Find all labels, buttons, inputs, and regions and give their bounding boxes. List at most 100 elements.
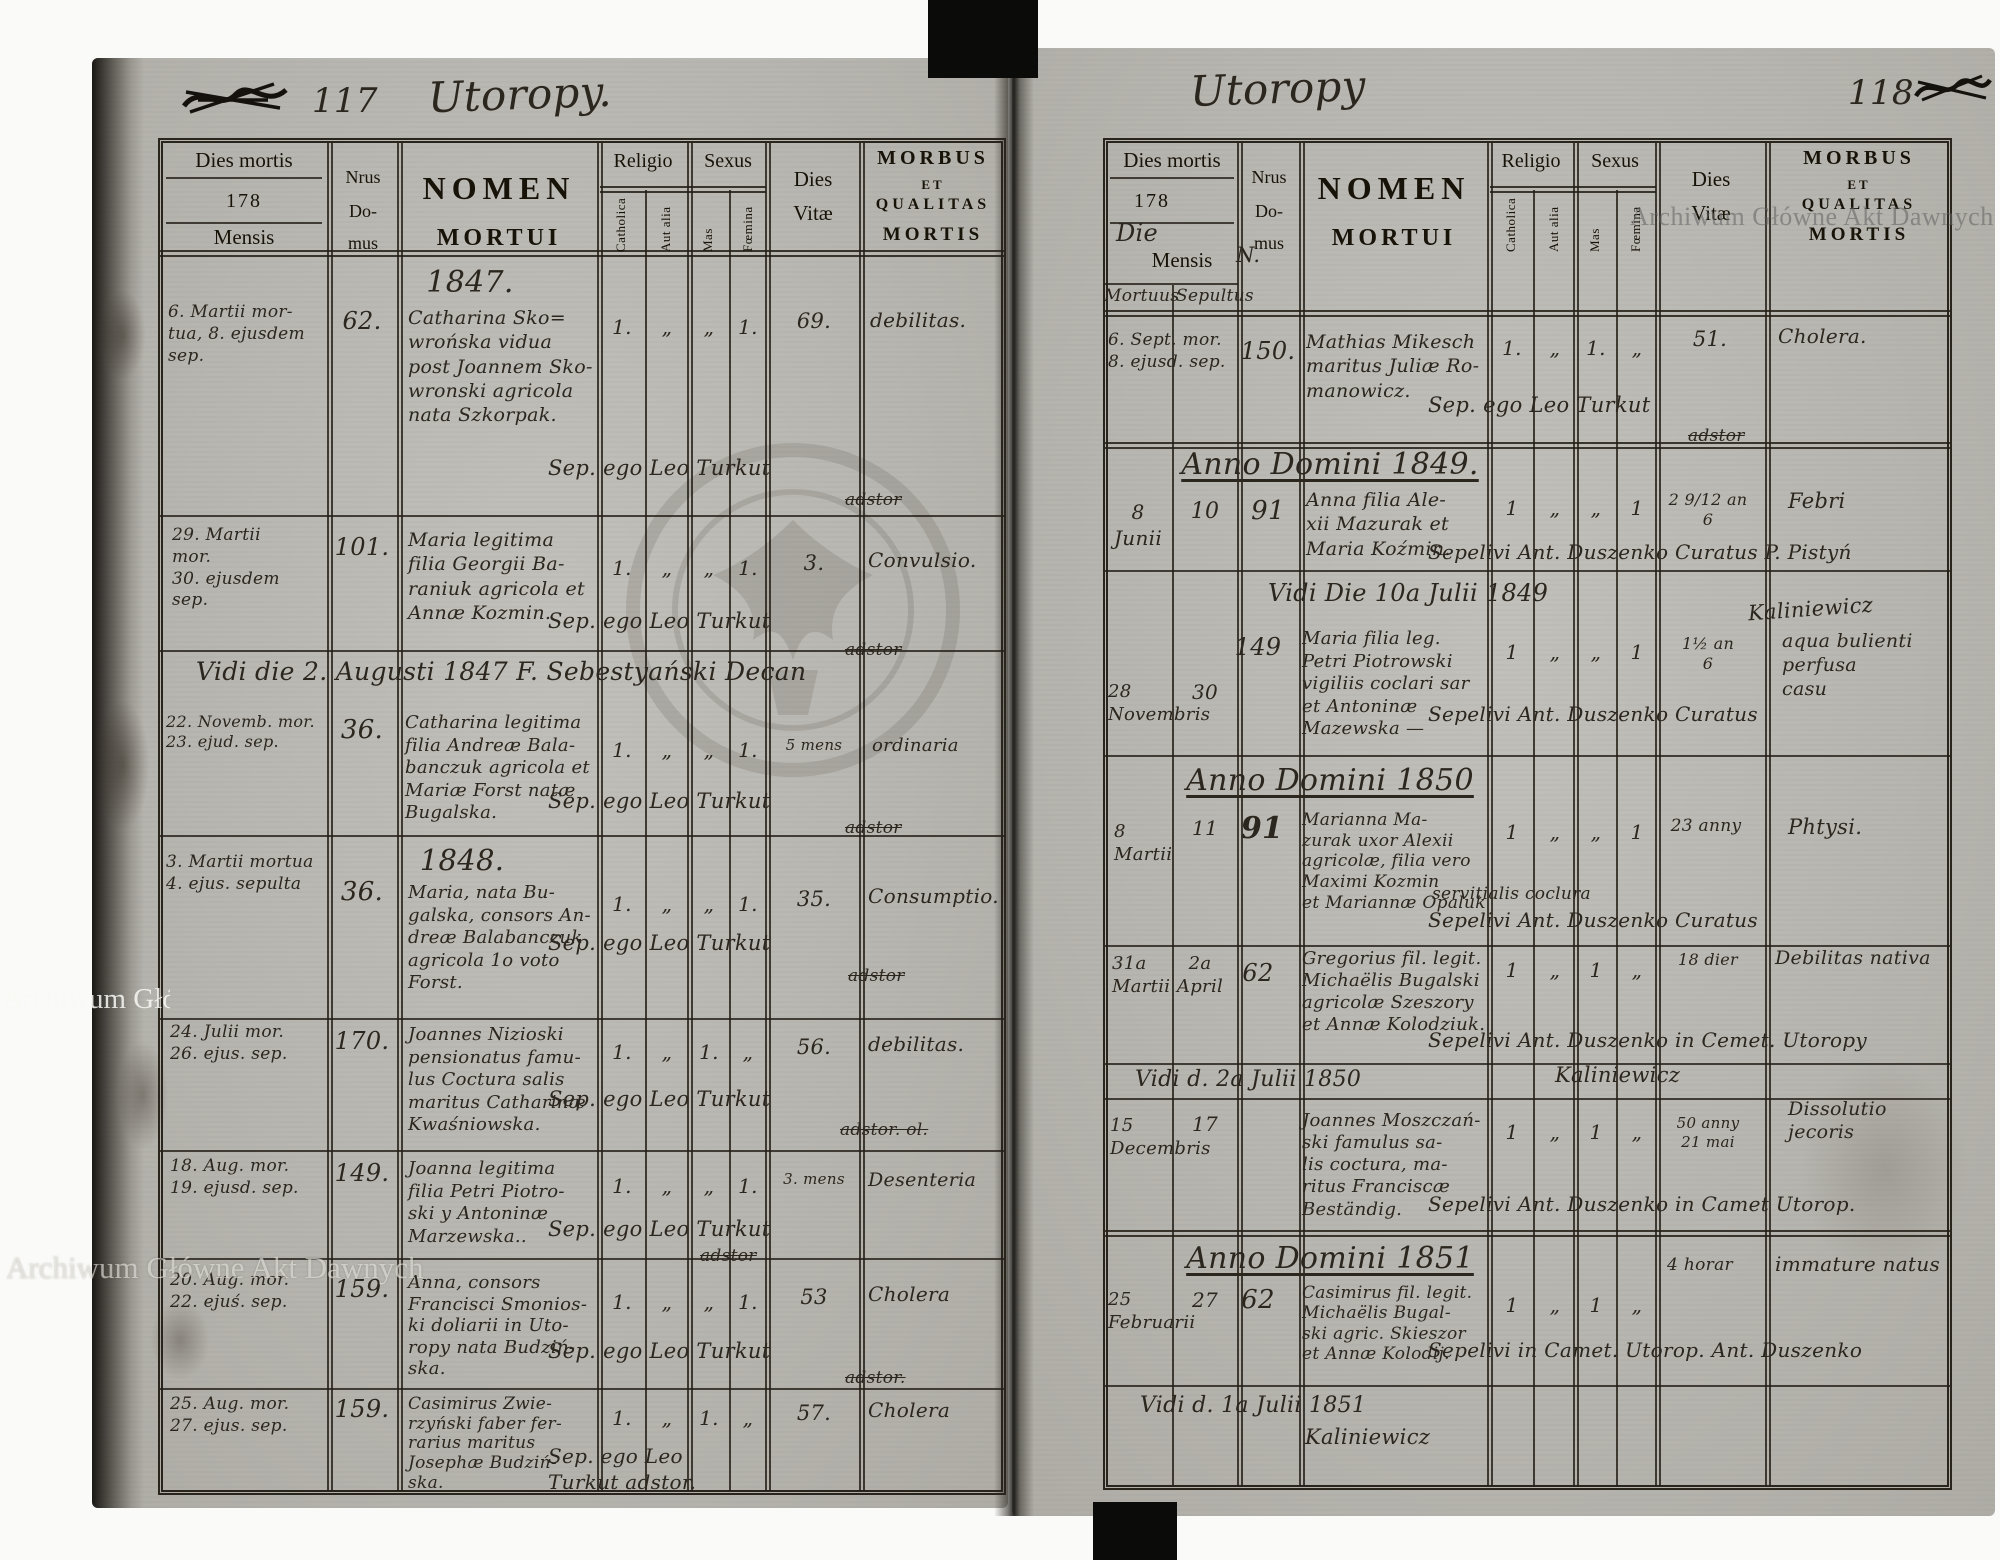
sexus-foemina-mark: „ (1631, 958, 1643, 982)
visitation-note: Vidi d. 2a Julii 1850 (1135, 1067, 1362, 1092)
crossed-out-number-scribble (181, 82, 288, 114)
sexus-foemina-mark: „ (742, 1406, 754, 1430)
sexus-mas-mark: „ (703, 1290, 715, 1314)
house-number: 36. (340, 877, 384, 907)
col-nrus: Nrus (1251, 167, 1287, 187)
burial-signature-flourish: adstor (845, 818, 902, 838)
cause-of-death: Desenteria (868, 1169, 977, 1191)
sexus-mas-mark: „ (1590, 496, 1602, 520)
sexus-foemina-mark: 1. (738, 556, 758, 580)
visitation-note: Vidi d. 1a Julii 1851 (1140, 1393, 1367, 1418)
cause-of-death: Cholera. (1778, 324, 1867, 348)
cause-of-death: Debilitas nativa (1775, 947, 1931, 969)
burial-signature: Sepelivi Ant. Duszenko in Cemet. Utoropy (1428, 1028, 1868, 1052)
cause-of-death: Cholera (868, 1398, 951, 1422)
burial-signature-flourish: adstor (848, 966, 905, 986)
book-clamp-bottom (1093, 1502, 1177, 1560)
sexus-foemina-mark: „ (742, 1040, 754, 1064)
year-heading: Anno Domini 1851 (1186, 1241, 1474, 1276)
col-catholica: Catholica (1503, 197, 1518, 252)
religio-catholica-mark: 1. (612, 315, 632, 339)
religio-aut-alia-mark: „ (661, 556, 673, 580)
register-table-left (158, 138, 1006, 1495)
age-at-death: 23 anny (1670, 816, 1742, 836)
age-at-death: 53 (800, 1285, 828, 1309)
deceased-name: Mathias Mikesch maritus Juliæ Ro- manowi… (1306, 331, 1480, 402)
burial-signature: Sepelivi Ant. Duszenko in Camet Utorop. (1428, 1192, 1856, 1216)
sexus-mas-mark: „ (703, 892, 715, 916)
house-number: 62 (1241, 1285, 1275, 1315)
page-title: Utoropy (1189, 60, 1367, 117)
sexus-foemina-mark: „ (1631, 1293, 1643, 1317)
entry-date: 20. Aug. mor. 22. ejuś. sep. (170, 1270, 290, 1312)
cause-of-death: immature natus (1775, 1252, 1941, 1276)
entry-date: 22. Novemb. mor. 23. ejud. sep. (166, 712, 315, 752)
entry-date-mortuus: 15 Decembris (1110, 1115, 1211, 1160)
house-number: 62 (1242, 959, 1274, 987)
sexus-mas-mark: 1. (1586, 336, 1606, 360)
col-religio: Religio (613, 150, 673, 172)
age-at-death: 18 dier (1677, 950, 1739, 969)
sexus-mas-mark: „ (703, 556, 715, 580)
deceased-name: Maria filia leg. Petri Piotrowski vigili… (1302, 628, 1470, 739)
col-nrus: Nrus (345, 167, 381, 187)
sexus-mas-mark: „ (703, 738, 715, 762)
deceased-name: Joannes Nizioski pensionatus famu- lus C… (408, 1024, 586, 1135)
deceased-name: Maria legitima filia Georgii Ba- raniuk … (408, 529, 585, 624)
age-at-death: 57. (796, 1401, 832, 1425)
col-mas: Mas (1587, 228, 1602, 252)
deceased-name: Anna, consors Francisci Smonios- ki doli… (408, 1272, 588, 1380)
col-aut-alia: Aut alia (1546, 206, 1561, 252)
religio-aut-alia-mark: „ (661, 1406, 673, 1430)
age-at-death: 51. (1692, 327, 1728, 351)
visitation-note: Vidi die 2. Augusti 1847 F. Sebestyański… (196, 657, 807, 686)
cause-of-death: ordinaria (872, 735, 959, 756)
age-at-death: 2 9/12 an 6 (1668, 490, 1748, 530)
religio-catholica-mark: 1. (612, 1040, 632, 1064)
book-clamp-top (928, 0, 1038, 78)
sexus-foemina-mark: 1 (1630, 496, 1644, 520)
col-dies-mortis: Dies mortis (1123, 148, 1221, 172)
sexus-foemina-mark: 1. (738, 1174, 758, 1198)
sexus-foemina-mark: 1. (738, 738, 758, 762)
deceased-name: Maria, nata Bu- galska, consors An- dreæ… (408, 882, 591, 993)
cause-of-death: aqua bulienti perfusa casu (1782, 630, 1913, 700)
entry-date: 29. Martii mor. 30. ejusdem sep. (172, 525, 280, 611)
archive-watermark: Archiwum Główne Akt Dawnych (2, 983, 170, 1015)
burial-signature-flourish: adstor. (845, 1368, 906, 1388)
religio-aut-alia-mark: „ (661, 1290, 673, 1314)
religio-aut-alia-mark: „ (1549, 1293, 1561, 1317)
religio-aut-alia-mark: „ (661, 1040, 673, 1064)
house-number: 36. (340, 715, 384, 745)
age-at-death: 5 mens (785, 736, 843, 754)
burial-signature-flourish: adstor. ol. (840, 1120, 929, 1140)
cause-of-death: Cholera (868, 1282, 951, 1306)
age-at-death: 3. (803, 551, 825, 575)
page-number: 118 (1848, 73, 1914, 113)
burial-signature: Sep. ego Leo Turkut (548, 789, 771, 813)
mortuus-subcol: Mortuus (1104, 286, 1180, 306)
col-morbus: MORBUS (877, 147, 989, 169)
folio-number: 178 (226, 190, 262, 212)
col-nomen: NOMEN (1317, 170, 1471, 206)
house-number: 159. (334, 1395, 390, 1423)
house-number: 149 (1234, 633, 1282, 661)
register-table-right (1103, 138, 1952, 1490)
col-sexus: Sexus (1591, 150, 1639, 172)
religio-catholica-mark: 1. (612, 1406, 632, 1430)
deceased-name: Gregorius fil. legit. Michaëlis Bugalski… (1302, 948, 1486, 1035)
burial-signature: Sep. ego Leo Turkut (548, 1087, 771, 1111)
sexus-mas-mark: „ (703, 315, 715, 339)
age-at-death: 4 horar (1667, 1255, 1733, 1275)
burial-signature: Sep. ego Leo Turkut (548, 1217, 771, 1241)
religio-catholica-mark: 1. (612, 556, 632, 580)
col-dies-vitae: Dies (793, 167, 833, 191)
entry-date: 6. Sept. mor. 8. ejusd. sep. (1108, 330, 1226, 372)
house-number: 91 (1251, 496, 1285, 526)
archive-watermark: Archiwum Główne Akt Dawnych (1630, 202, 1994, 231)
sexus-mas-mark: 1 (1589, 1120, 1603, 1144)
year-heading: Anno Domini 1850 (1186, 763, 1474, 798)
page-number: 117 (312, 81, 378, 121)
deceased-name: Anna filia Ale- xii Mazurak et Maria Koź… (1306, 489, 1451, 560)
